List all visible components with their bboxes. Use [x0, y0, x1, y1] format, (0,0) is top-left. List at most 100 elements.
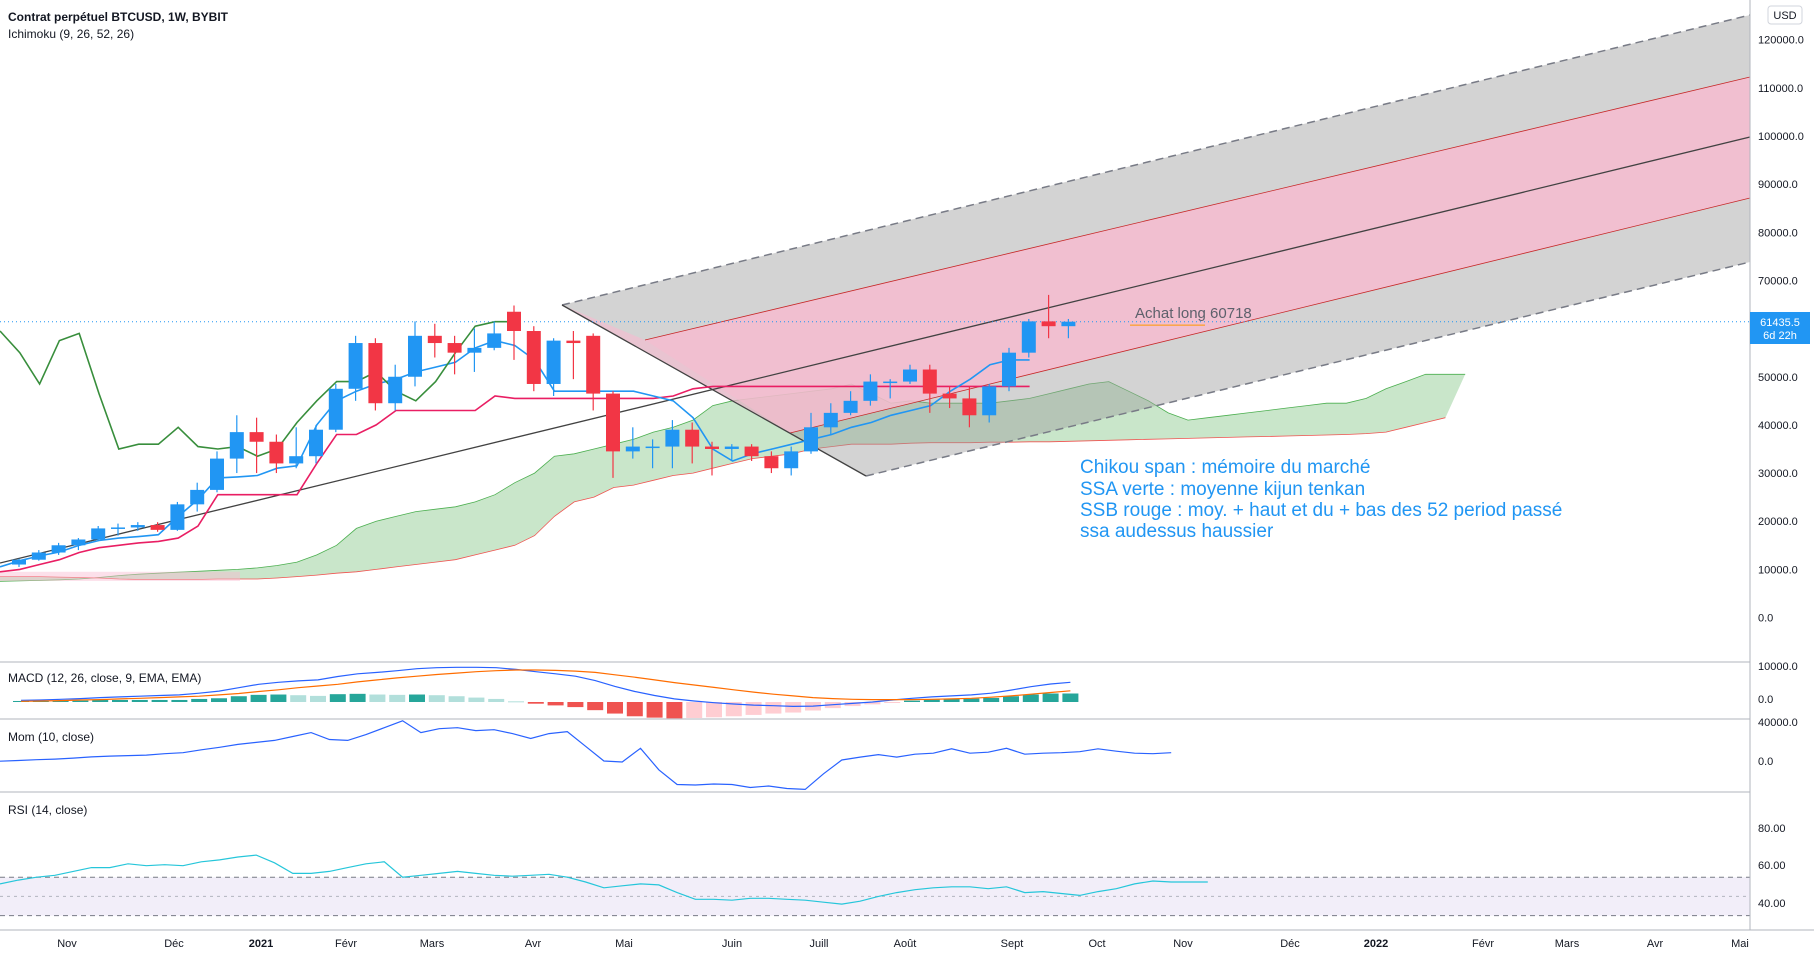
macd-hist-bar-36 — [725, 702, 742, 717]
time-tick-label: Févr — [335, 938, 357, 950]
candle-body-17 — [348, 343, 363, 389]
macd-pane[interactable] — [0, 666, 1750, 720]
candle-body-36 — [724, 446, 739, 449]
macd-hist-bar-0 — [13, 700, 29, 702]
macd-hist-bar-22 — [448, 696, 465, 702]
price-tick-label: 30000.0 — [1758, 468, 1798, 480]
price-tick-label: 100000.0 — [1758, 131, 1804, 143]
candle-body-31 — [625, 446, 640, 452]
candle-body-24 — [487, 333, 502, 348]
macd-hist-bar-51 — [1022, 694, 1039, 702]
macd-hist-bar-43 — [864, 702, 881, 705]
macd-hist-bar-35 — [706, 702, 722, 718]
candle-body-23 — [467, 347, 482, 353]
channel-upper-dashed — [561, 14, 1751, 306]
macd-hist-bar-47 — [943, 698, 960, 702]
candle-body-26 — [526, 331, 541, 384]
price-tag-value: 61435.5 — [1760, 317, 1800, 329]
regression-line — [0, 136, 1751, 564]
macd-hist-bar-32 — [646, 702, 663, 718]
macd-tick-label: 0.0 — [1758, 694, 1773, 706]
candle-body-47 — [942, 393, 957, 399]
rsi-pane[interactable] — [0, 854, 1750, 917]
rsi-tick-label: 60.00 — [1758, 860, 1786, 872]
price-pane[interactable] — [0, 14, 1751, 663]
rsi-label: RSI (14, close) — [8, 803, 87, 817]
time-tick-label: Oct — [1088, 938, 1105, 950]
candle-body-27 — [546, 340, 561, 384]
mom-tick-label: 40000.0 — [1758, 717, 1798, 729]
time-tick-label: Avr — [525, 938, 542, 950]
price-tick-label: 50000.0 — [1758, 372, 1798, 384]
candle-body-35 — [705, 446, 719, 449]
macd-hist-bar-10 — [211, 698, 227, 702]
macd-hist-bar-6 — [131, 699, 148, 702]
candle-body-0 — [12, 559, 26, 565]
rsi-tick-label: 40.00 — [1758, 898, 1786, 910]
macd-hist-bar-38 — [765, 702, 782, 714]
macd-hist-bar-26 — [527, 702, 544, 704]
time-tick-label: Févr — [1472, 938, 1494, 950]
price-tick-label: 110000.0 — [1758, 83, 1803, 95]
mom-tick-label: 0.0 — [1758, 756, 1773, 768]
price-tick-label: 70000.0 — [1758, 275, 1798, 287]
mom-line — [0, 720, 1172, 791]
price-tag — [1750, 312, 1810, 344]
time-tick-label: Déc — [1280, 938, 1300, 950]
candle-body-29 — [586, 335, 601, 394]
candle-body-12 — [249, 432, 264, 442]
macd-hist-bar-44 — [884, 702, 901, 703]
candle-body-41 — [823, 412, 838, 428]
macd-hist-bar-4 — [92, 699, 109, 702]
macd-hist-bar-45 — [904, 700, 920, 702]
currency-button[interactable] — [1767, 5, 1803, 25]
candle-body-8 — [170, 504, 185, 530]
macd-tick-label: 10000.0 — [1758, 661, 1798, 673]
candle-body-7 — [150, 525, 165, 530]
macd-hist-bar-27 — [547, 702, 564, 706]
time-tick-label: 2022 — [1364, 938, 1388, 950]
price-tick-label: 20000.0 — [1758, 516, 1798, 528]
time-tick-label: Mars — [1555, 938, 1580, 950]
macd-hist-bar-33 — [666, 702, 683, 719]
candle-body-49 — [982, 386, 997, 416]
macd-hist-bar-37 — [745, 702, 762, 715]
macd-hist-bar-14 — [290, 695, 307, 702]
candle-body-28 — [566, 340, 581, 344]
mom-label: Mom (10, close) — [8, 730, 94, 744]
macd-hist-bar-52 — [1042, 693, 1059, 702]
symbol-title: Contrat perpétuel BTCUSD, 1W, BYBIT — [8, 10, 229, 24]
price-tick-label: 40000.0 — [1758, 420, 1798, 432]
rsi-tick-label: 80.00 — [1758, 823, 1786, 835]
time-tick-label: Juin — [722, 938, 742, 950]
candle-body-53 — [1061, 321, 1076, 327]
macd-hist-bar-48 — [963, 698, 980, 702]
time-tick-label: 2021 — [249, 938, 273, 950]
price-tag-countdown: 6d 22h — [1763, 330, 1797, 342]
cloud-bearish-region — [0, 571, 240, 581]
candle-body-4 — [91, 528, 106, 540]
candle-body-21 — [427, 335, 442, 344]
candle-body-2 — [51, 545, 66, 553]
price-tick-label: 80000.0 — [1758, 227, 1798, 239]
channel-upper-red — [644, 76, 1751, 341]
price-tick-label: 0.0 — [1758, 613, 1773, 625]
candle-body-1 — [31, 552, 46, 560]
candle-body-50 — [1002, 352, 1016, 387]
macd-hist-bar-42 — [844, 702, 861, 707]
macd-hist-bar-49 — [983, 697, 1000, 702]
channel-inner-fill — [645, 77, 1750, 433]
time-tick-label: Nov — [1173, 938, 1193, 950]
candle-body-16 — [328, 388, 343, 430]
momentum-pane[interactable] — [0, 720, 1750, 793]
candle-body-30 — [606, 393, 620, 452]
macd-hist-bar-34 — [686, 702, 703, 718]
note-line-1: Chikou span : mémoire du marché — [1080, 457, 1370, 478]
macd-hist-bar-11 — [230, 696, 247, 702]
price-tick-label: 120000.0 — [1758, 35, 1804, 47]
macd-hist-bar-12 — [250, 694, 267, 702]
achat-annotation: Achat long 60718 — [1135, 305, 1252, 322]
macd-hist-bar-24 — [488, 698, 505, 702]
candle-body-18 — [368, 343, 383, 404]
